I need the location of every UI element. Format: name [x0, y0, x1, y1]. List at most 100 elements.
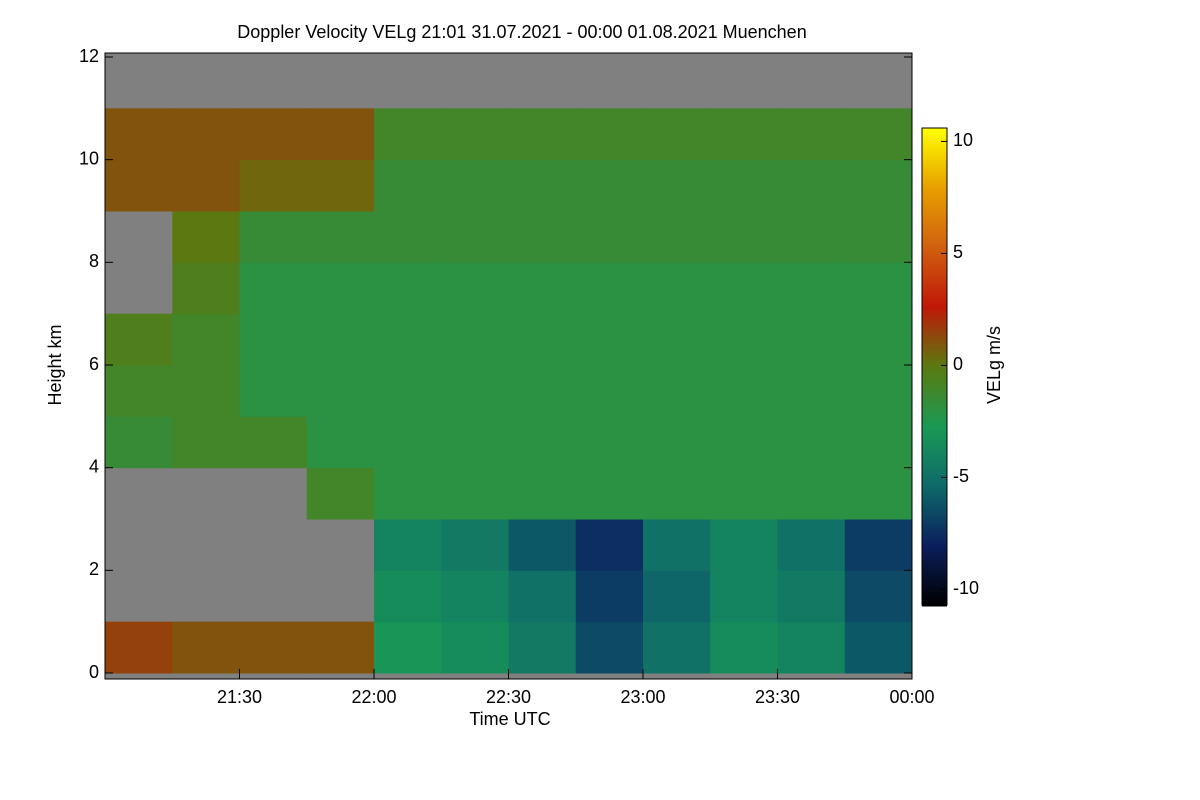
y-tick-label: 0: [89, 662, 99, 682]
colorbar-strip: [922, 560, 947, 563]
colorbar-strip: [922, 408, 947, 411]
heatmap-cell: [643, 108, 711, 161]
colorbar-strip: [922, 128, 947, 131]
heatmap-cell: [643, 211, 711, 263]
y-tick-label: 10: [79, 148, 99, 168]
heatmap-cell: [441, 262, 509, 315]
heatmap-cell: [508, 519, 577, 571]
colorbar-strip: [922, 330, 947, 333]
colorbar-strip: [922, 478, 947, 481]
y-tick-label: 8: [89, 251, 99, 271]
heatmap-cell: [239, 211, 308, 263]
colorbar-strip: [922, 482, 947, 485]
colorbar-strip: [922, 396, 947, 399]
heatmap-cell: [575, 211, 644, 263]
heatmap-cell: [306, 159, 375, 212]
heatmap-cell: [777, 570, 846, 623]
colorbar-strip: [922, 362, 947, 365]
colorbar-label: VELg m/s: [984, 326, 1004, 404]
heatmap-cell: [441, 621, 509, 674]
colorbar-strip: [922, 374, 947, 377]
heatmap-cell: [777, 211, 846, 263]
colorbar-strip: [922, 300, 947, 303]
colorbar-strip: [922, 500, 947, 503]
heatmap-cell: [575, 262, 644, 315]
colorbar-strip: [922, 212, 947, 215]
colorbar-strip: [922, 394, 947, 397]
heatmap-cell: [306, 467, 375, 520]
x-tick-label: 22:00: [351, 687, 396, 707]
colorbar-strip: [922, 152, 947, 155]
colorbar-strip: [922, 158, 947, 161]
colorbar-strip: [922, 366, 947, 369]
heatmap-cell: [643, 416, 711, 469]
colorbar-strip: [922, 590, 947, 593]
colorbar-strip: [922, 564, 947, 567]
colorbar-tick-label: -10: [953, 578, 979, 598]
colorbar-strip: [922, 448, 947, 451]
colorbar-strip: [922, 434, 947, 437]
colorbar-strip: [922, 548, 947, 551]
colorbar-strip: [922, 528, 947, 531]
colorbar-strip: [922, 558, 947, 561]
colorbar-strip: [922, 218, 947, 221]
colorbar-strip: [922, 538, 947, 541]
colorbar-strip: [922, 140, 947, 143]
heatmap-cell: [441, 108, 509, 161]
colorbar-strip: [922, 280, 947, 283]
colorbar-strip: [922, 536, 947, 539]
colorbar-strip: [922, 314, 947, 317]
colorbar-strip: [922, 496, 947, 499]
colorbar-strip: [922, 312, 947, 315]
heatmap-cell: [844, 621, 913, 674]
colorbar-strip: [922, 464, 947, 467]
colorbar-strip: [922, 474, 947, 477]
colorbar-strip: [922, 420, 947, 423]
colorbar-strip: [922, 584, 947, 587]
colorbar-strip: [922, 372, 947, 375]
colorbar-strip: [922, 168, 947, 171]
colorbar-strip: [922, 338, 947, 341]
colorbar-strip: [922, 308, 947, 311]
heatmap-cell: [508, 570, 577, 623]
colorbar-strip: [922, 244, 947, 247]
colorbar-strip: [922, 418, 947, 421]
y-tick-label: 2: [89, 559, 99, 579]
colorbar-strip: [922, 594, 947, 597]
colorbar-strip: [922, 578, 947, 581]
heatmap-cell: [239, 159, 308, 212]
colorbar-strip: [922, 136, 947, 139]
heatmap-cell: [306, 416, 375, 469]
colorbar-strip: [922, 506, 947, 509]
colorbar-strip: [922, 572, 947, 575]
x-tick-label: 21:30: [217, 687, 262, 707]
heatmap-cell: [777, 159, 846, 212]
colorbar-strip: [922, 226, 947, 229]
colorbar-strip: [922, 428, 947, 431]
colorbar-strip: [922, 484, 947, 487]
heatmap-cell: [441, 159, 509, 212]
colorbar-strip: [922, 220, 947, 223]
colorbar-strip: [922, 262, 947, 265]
colorbar-strip: [922, 442, 947, 445]
colorbar-strip: [922, 236, 947, 239]
heatmap-cell: [575, 467, 644, 520]
colorbar-strip: [922, 486, 947, 489]
colorbar-strip: [922, 346, 947, 349]
colorbar-strip: [922, 270, 947, 273]
heatmap-cell: [643, 159, 711, 212]
colorbar-strip: [922, 544, 947, 547]
heatmap-cell: [374, 621, 442, 674]
colorbar-strip: [922, 274, 947, 277]
colorbar-strip: [922, 598, 947, 601]
colorbar-strip: [922, 514, 947, 517]
heatmap-cell: [575, 519, 644, 571]
colorbar-strip: [922, 426, 947, 429]
colorbar-strip: [922, 534, 947, 537]
y-tick-label: 4: [89, 456, 99, 476]
colorbar-strip: [922, 178, 947, 181]
colorbar-strip: [922, 454, 947, 457]
y-tick-label: 12: [79, 46, 99, 66]
heatmap-cell: [643, 519, 711, 571]
colorbar-tick-label: 5: [953, 242, 963, 262]
